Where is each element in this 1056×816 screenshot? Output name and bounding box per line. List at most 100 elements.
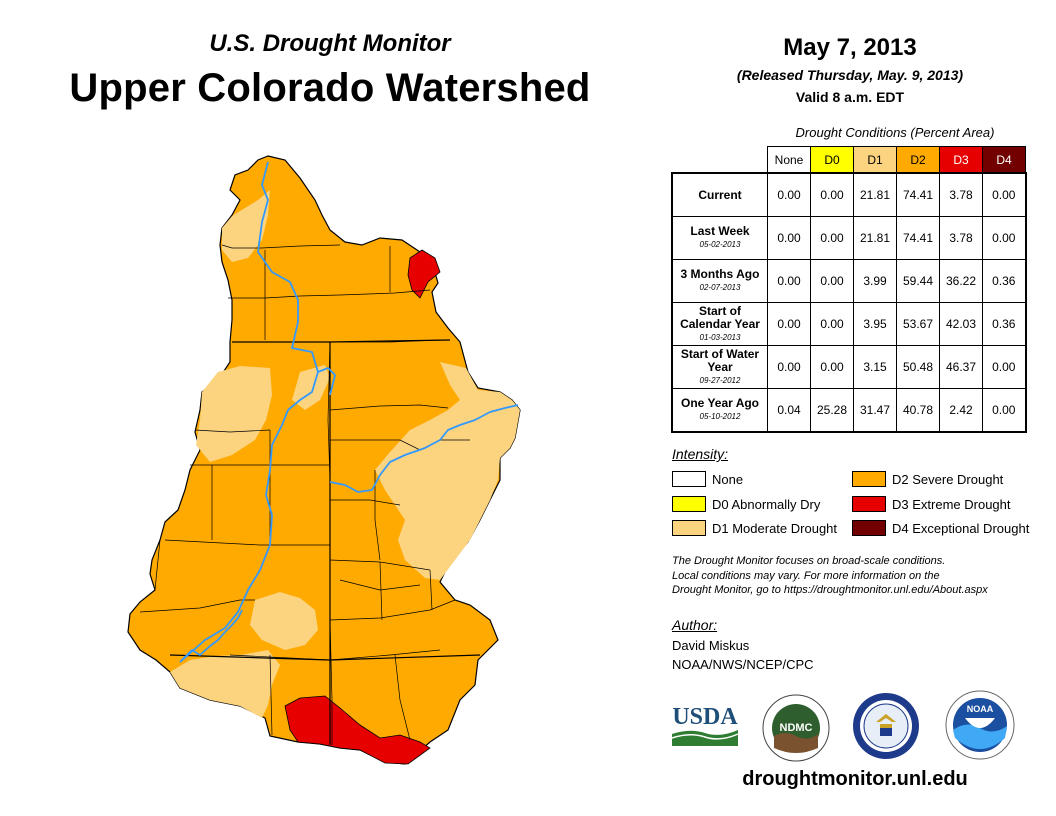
row-date: 05-02-2013	[699, 240, 741, 249]
d1-areas	[170, 190, 520, 718]
table-corner	[672, 147, 768, 174]
conditions-title: Drought Conditions (Percent Area)	[795, 125, 995, 140]
table-cell: 74.41	[896, 172, 940, 217]
legend-label: D2 Severe Drought	[892, 471, 1004, 487]
table-row: Current 0.00 0.00 21.81 74.41 3.78 0.00	[671, 172, 1027, 217]
legend-label: D3 Extreme Drought	[892, 496, 1011, 512]
table-cell: 42.03	[939, 302, 983, 346]
legend-swatch	[672, 496, 706, 512]
disclaimer-line: The Drought Monitor focuses on broad-sca…	[672, 555, 946, 567]
table-cell: 3.95	[853, 302, 897, 346]
row-label-text: Start of Water Year	[680, 346, 760, 374]
legend-label: D4 Exceptional Drought	[892, 520, 1030, 536]
noaa-logo-icon: NOAA	[945, 690, 1015, 760]
table-cell: 0.00	[810, 172, 854, 217]
col-header-d2: D2	[896, 146, 940, 174]
table-cell: 25.28	[810, 388, 854, 433]
commerce-seal-icon	[853, 693, 919, 759]
rivers	[179, 161, 519, 663]
table-cell: 74.41	[896, 216, 940, 260]
table-cell: 59.44	[896, 259, 940, 303]
table-cell: 0.00	[767, 259, 811, 303]
row-label-text: Start of Calendar Year	[680, 303, 760, 331]
table-cell: 46.37	[939, 345, 983, 389]
table-cell: 36.22	[939, 259, 983, 303]
table-cell: 0.00	[767, 302, 811, 346]
watershed-map	[127, 155, 521, 765]
table-cell: 3.78	[939, 216, 983, 260]
drought-conditions-table: None D0 D1 D2 D3 D4 Current 0.00 0.00 21…	[671, 146, 1027, 433]
legend-label: None	[712, 471, 744, 487]
legend-item-d4: D4 Exceptional Drought	[852, 520, 1029, 536]
col-header-d0: D0	[810, 146, 854, 174]
legend-item-none: None	[672, 471, 743, 487]
table-cell: 53.67	[896, 302, 940, 346]
map-subtitle: U.S. Drought Monitor	[209, 30, 451, 57]
table-cell: 31.47	[853, 388, 897, 433]
row-label-text: One Year Ago	[680, 396, 760, 410]
usda-logo-text: USDA	[672, 704, 738, 730]
table-row: Last Week 05-02-2013 0.00 0.00 21.81 74.4…	[671, 216, 1027, 260]
row-label-text: Last Week	[690, 224, 750, 238]
table-cell: 0.00	[810, 216, 854, 260]
disclaimer-line: Local conditions may vary. For more info…	[672, 569, 940, 582]
table-cell: 0.04	[767, 388, 811, 433]
legend-swatch	[672, 520, 706, 536]
table-cell: 0.00	[982, 388, 1027, 433]
legend-item-d2: D2 Severe Drought	[852, 471, 1003, 487]
ndmc-logo-icon: NDMC	[762, 694, 830, 762]
ndmc-logo-text: NDMC	[780, 722, 813, 734]
table-cell: 0.00	[810, 345, 854, 389]
table-row: Start of Calendar Year 01-03-2013 0.00 0.…	[671, 302, 1027, 346]
legend-item-d0: D0 Abnormally Dry	[672, 496, 820, 512]
row-label-text: Current	[698, 187, 742, 202]
row-label: Start of Water Year 09-27-2012	[671, 345, 768, 389]
table-cell: 0.00	[982, 172, 1027, 217]
col-header-d3: D3	[939, 146, 983, 174]
table-header-row: None D0 D1 D2 D3 D4	[672, 146, 1026, 174]
table-cell: 2.42	[939, 388, 983, 433]
noaa-logo-text: NOAA	[967, 704, 994, 714]
table-cell: 0.00	[982, 216, 1027, 260]
row-label: Last Week 05-02-2013	[671, 216, 768, 260]
table-row: 3 Months Ago 02-07-2013 0.00 0.00 3.99 59…	[671, 259, 1027, 303]
valid-time: Valid 8 a.m. EDT	[795, 89, 905, 105]
table-cell: 21.81	[853, 216, 897, 260]
author-heading: Author:	[672, 617, 718, 633]
state-boundaries	[169, 339, 481, 745]
legend-item-d3: D3 Extreme Drought	[852, 496, 1011, 512]
disclaimer-text: The Drought Monitor focuses on broad-sca…	[672, 554, 1052, 598]
table-cell: 0.00	[810, 302, 854, 346]
author-org: NOAA/NWS/NCEP/CPC	[672, 657, 814, 672]
disclaimer-line: Drought Monitor, go to https://droughtmo…	[672, 584, 988, 596]
map-date: May 7, 2013	[783, 34, 917, 61]
table-cell: 21.81	[853, 172, 897, 217]
legend-title: Intensity:	[672, 446, 729, 462]
footer-url: droughtmonitor.unl.edu	[742, 768, 968, 790]
county-boundaries	[139, 244, 470, 745]
table-cell: 0.00	[767, 172, 811, 217]
row-label: Start of Calendar Year 01-03-2013	[671, 302, 768, 346]
row-date: 02-07-2013	[699, 283, 741, 292]
row-label: 3 Months Ago 02-07-2013	[671, 259, 768, 303]
usda-logo-icon: USDA	[671, 704, 738, 746]
table-cell: 40.78	[896, 388, 940, 433]
legend-swatch	[852, 520, 886, 536]
table-cell: 0.36	[982, 302, 1027, 346]
legend-label: D0 Abnormally Dry	[712, 496, 821, 512]
row-date: 01-03-2013	[699, 332, 741, 342]
table-cell: 0.00	[810, 259, 854, 303]
author-name: David Miskus	[672, 638, 750, 653]
release-date: (Released Thursday, May. 9, 2013)	[736, 67, 964, 83]
legend-item-d1: D1 Moderate Drought	[672, 520, 837, 536]
row-label: One Year Ago 05-10-2012	[671, 388, 768, 433]
col-header-d4: D4	[982, 146, 1026, 174]
legend-swatch	[672, 471, 706, 487]
col-header-d1: D1	[853, 146, 897, 174]
table-cell: 3.15	[853, 345, 897, 389]
row-date: 05-10-2012	[699, 412, 741, 421]
table-cell: 0.00	[767, 345, 811, 389]
d3-areas	[284, 249, 441, 765]
row-label-text: 3 Months Ago	[680, 267, 760, 281]
legend-swatch	[852, 496, 886, 512]
